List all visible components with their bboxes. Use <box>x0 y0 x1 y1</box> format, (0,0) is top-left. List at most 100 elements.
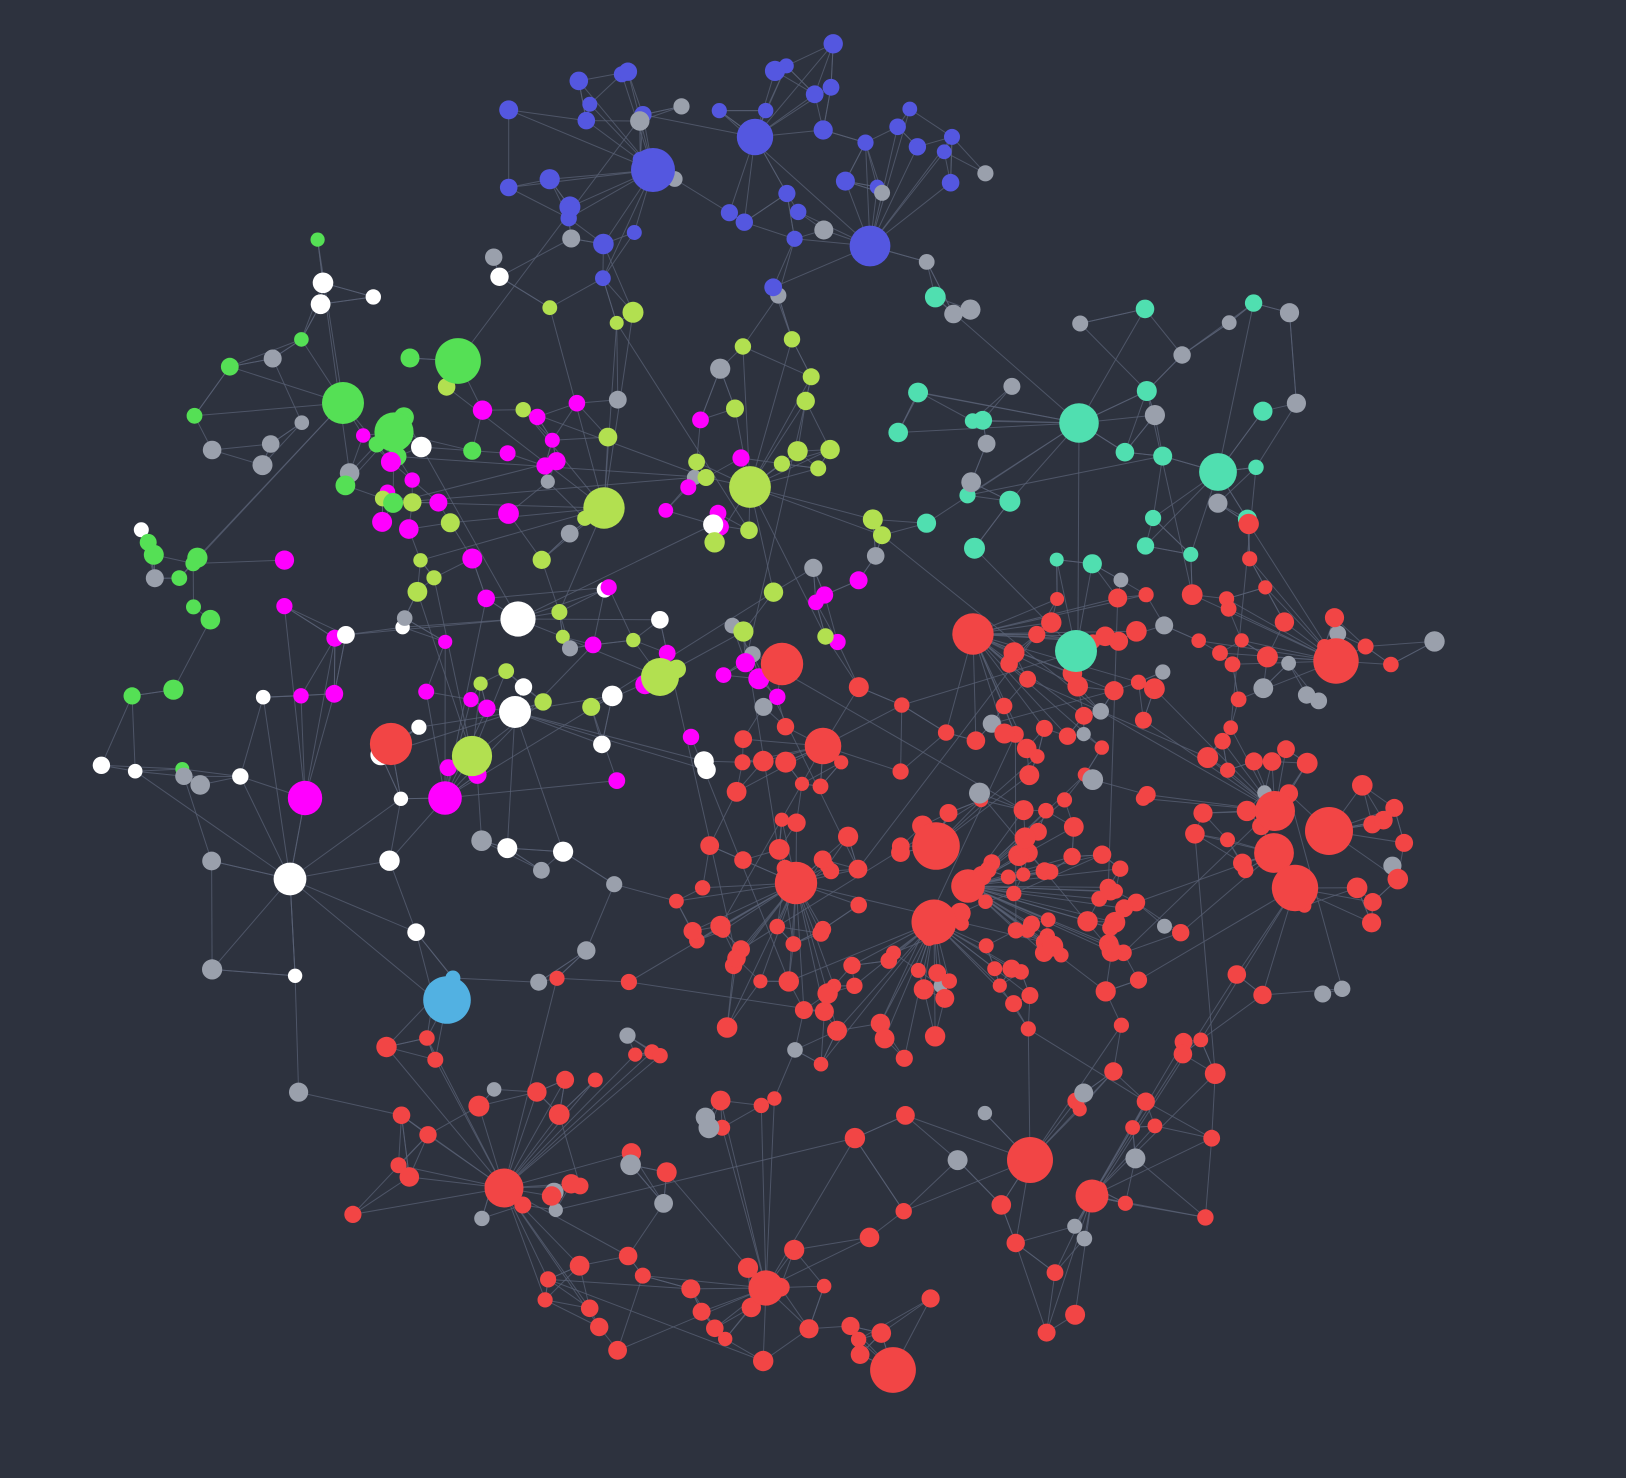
graph-node-gray[interactable] <box>961 472 982 493</box>
graph-node-red[interactable] <box>734 754 751 771</box>
graph-node-gray[interactable] <box>918 254 935 270</box>
graph-node-red[interactable] <box>937 724 955 741</box>
graph-node-blue[interactable] <box>902 101 918 117</box>
graph-node-green[interactable] <box>310 232 325 247</box>
hub-node-lime[interactable] <box>583 487 625 529</box>
graph-node-red[interactable] <box>1016 738 1037 759</box>
graph-node-gray[interactable] <box>562 640 578 657</box>
graph-node-white[interactable] <box>393 791 409 806</box>
graph-node-red[interactable] <box>669 893 684 909</box>
graph-node-red[interactable] <box>737 1257 759 1278</box>
graph-node-red[interactable] <box>1212 645 1228 661</box>
graph-node-red[interactable] <box>590 1317 609 1337</box>
graph-node-red[interactable] <box>1134 711 1152 729</box>
graph-node-red[interactable] <box>580 1299 599 1318</box>
graph-node-red[interactable] <box>799 1319 819 1339</box>
graph-node-magenta[interactable] <box>472 400 493 420</box>
graph-node-teal[interactable] <box>888 422 908 443</box>
graph-node-red[interactable] <box>1108 588 1128 608</box>
graph-node-gray[interactable] <box>1144 405 1165 426</box>
graph-node-teal[interactable] <box>924 286 946 308</box>
graph-node-blue[interactable] <box>889 118 906 136</box>
graph-node-red[interactable] <box>767 1091 782 1106</box>
graph-node-red[interactable] <box>1324 608 1345 628</box>
graph-node-red[interactable] <box>924 1026 946 1047</box>
graph-node-red[interactable] <box>812 778 829 795</box>
graph-node-white[interactable] <box>553 841 574 862</box>
graph-node-lime[interactable] <box>598 427 618 447</box>
hub-node-red[interactable] <box>1007 1137 1053 1183</box>
graph-node-lime[interactable] <box>810 460 827 477</box>
graph-node-red[interactable] <box>846 977 863 994</box>
graph-node-blue[interactable] <box>778 184 796 203</box>
graph-node-blue[interactable] <box>823 34 843 54</box>
graph-node-red[interactable] <box>935 988 955 1008</box>
graph-node-red[interactable] <box>1172 924 1190 942</box>
graph-node-magenta[interactable] <box>462 548 483 569</box>
graph-node-red[interactable] <box>843 956 861 975</box>
graph-node-red[interactable] <box>1035 862 1054 881</box>
graph-node-red[interactable] <box>1383 656 1399 673</box>
graph-node-gray[interactable] <box>577 941 596 960</box>
graph-node-red[interactable] <box>1220 600 1237 617</box>
graph-node-teal[interactable] <box>1082 554 1102 574</box>
graph-node-magenta[interactable] <box>274 550 295 570</box>
graph-node-red[interactable] <box>344 1205 362 1223</box>
graph-node-red[interactable] <box>816 1278 832 1294</box>
graph-node-red[interactable] <box>1191 633 1206 648</box>
graph-node-red[interactable] <box>1117 1195 1133 1211</box>
graph-node-gray[interactable] <box>1334 980 1351 997</box>
hub-node-blue[interactable] <box>631 148 675 192</box>
graph-node-gray[interactable] <box>548 1202 563 1218</box>
graph-node-gray[interactable] <box>944 304 963 324</box>
graph-node-red[interactable] <box>1094 740 1110 755</box>
graph-node-red[interactable] <box>994 723 1015 744</box>
graph-node-lime[interactable] <box>426 570 442 586</box>
graph-node-red[interactable] <box>549 970 565 986</box>
hub-node-red[interactable] <box>870 1347 916 1393</box>
graph-node-red[interactable] <box>1050 592 1065 606</box>
graph-node-gray[interactable] <box>190 775 210 795</box>
graph-node-red[interactable] <box>848 859 868 879</box>
graph-node-red[interactable] <box>1129 971 1148 989</box>
graph-node-red[interactable] <box>776 718 795 736</box>
graph-node-red[interactable] <box>419 1030 435 1046</box>
graph-node-white[interactable] <box>133 522 149 538</box>
graph-node-lime[interactable] <box>473 676 488 691</box>
graph-node-gray[interactable] <box>202 440 222 460</box>
graph-node-red[interactable] <box>634 1267 651 1284</box>
graph-node-green[interactable] <box>383 492 404 513</box>
graph-node-magenta[interactable] <box>584 636 602 654</box>
graph-node-red[interactable] <box>1224 656 1241 673</box>
graph-node-blue[interactable] <box>764 60 786 81</box>
hub-node-magenta[interactable] <box>428 781 462 815</box>
graph-node-blue[interactable] <box>941 173 960 192</box>
graph-node-red[interactable] <box>850 1345 870 1364</box>
graph-node-gray[interactable] <box>1003 377 1021 395</box>
graph-node-magenta[interactable] <box>498 503 519 524</box>
graph-node-gray[interactable] <box>474 1210 490 1227</box>
graph-node-blue[interactable] <box>813 120 833 140</box>
graph-node-gray[interactable] <box>630 111 650 131</box>
graph-node-gray[interactable] <box>1113 572 1129 588</box>
graph-node-red[interactable] <box>376 1036 397 1058</box>
graph-node-red[interactable] <box>874 1028 895 1049</box>
graph-node-lime[interactable] <box>440 513 460 533</box>
graph-node-gray[interactable] <box>202 959 223 980</box>
hub-node-lime[interactable] <box>641 658 679 696</box>
graph-node-blue[interactable] <box>944 128 960 145</box>
graph-node-red[interactable] <box>1002 959 1021 978</box>
graph-node-blue[interactable] <box>711 103 727 119</box>
graph-node-red[interactable] <box>1258 580 1273 595</box>
graph-node-gray[interactable] <box>710 358 731 379</box>
graph-node-red[interactable] <box>727 949 746 968</box>
graph-node-red[interactable] <box>618 1246 638 1266</box>
graph-node-gray[interactable] <box>1074 1083 1094 1103</box>
graph-node-red[interactable] <box>620 973 638 991</box>
graph-node-red[interactable] <box>468 1095 490 1117</box>
graph-node-lime[interactable] <box>783 331 801 348</box>
graph-node-red[interactable] <box>628 1047 643 1062</box>
graph-node-red[interactable] <box>812 924 830 942</box>
graph-node-red[interactable] <box>1363 893 1382 912</box>
graph-node-red[interactable] <box>1104 1062 1123 1081</box>
